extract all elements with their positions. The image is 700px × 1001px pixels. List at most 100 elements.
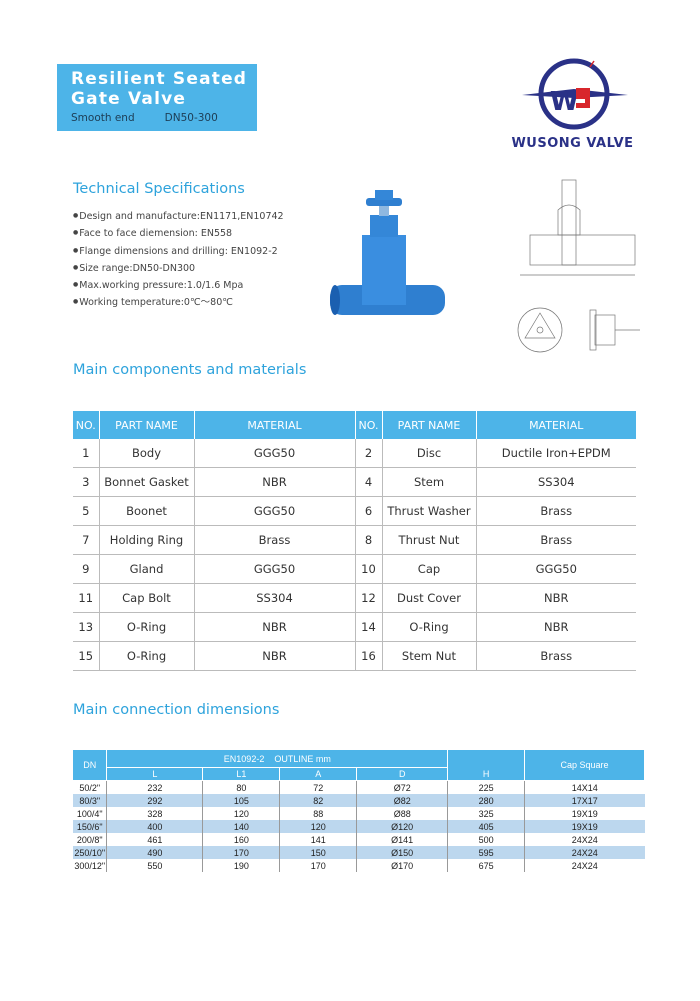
table-cell: Bonnet Gasket: [99, 467, 195, 497]
table-cell: 325: [447, 807, 526, 820]
table-row: 300/12" 550 190 170 Ø170 675 24X24: [73, 859, 645, 872]
table-cell: 100/4": [73, 807, 108, 820]
table-cell: 461: [106, 833, 204, 846]
valve-photo: [330, 190, 445, 315]
table-cell: 150/6": [73, 820, 108, 833]
table-row: 11 Cap Bolt SS304 12 Dust Cover NBR: [73, 583, 636, 613]
table-cell: Thrust Nut: [382, 525, 477, 555]
table-cell: 19X19: [571, 808, 598, 819]
col-header: MATERIAL: [476, 411, 636, 439]
table-cell: SS304: [194, 583, 356, 613]
table-cell: Ø82: [356, 794, 449, 807]
table-cell: SS304: [476, 467, 636, 497]
table-cell: 15: [73, 641, 100, 671]
col-header: NO.: [73, 411, 100, 439]
table-cell: 250/10": [73, 846, 108, 859]
table-cell: 8: [355, 525, 383, 555]
dimensions-table: DN EN1092-2 OUTLINE mm H Cap Square L L1…: [73, 750, 645, 872]
a-header: A: [279, 767, 358, 781]
table-row: 9 Gland GGG50 10 Cap GGG50: [73, 554, 636, 584]
table-cell: Cap Bolt: [99, 583, 195, 613]
table-cell: 13: [73, 612, 100, 642]
table-cell: O-Ring: [99, 612, 195, 642]
d-header: D: [356, 767, 449, 781]
table-cell: Cap: [382, 554, 477, 584]
h-header: H: [447, 750, 526, 781]
specs-list: Design and manufacture:EN1171,EN10742 Fa…: [73, 208, 284, 312]
table-cell: 24X24: [571, 860, 598, 871]
table-cell: 6: [355, 496, 383, 526]
table-cell: 9: [73, 554, 100, 584]
table-cell: Ø72: [356, 780, 449, 794]
table-cell: Ø141: [356, 833, 449, 846]
table-cell: Ø170: [356, 859, 449, 872]
table-row: 5 Boonet GGG50 6 Thrust Washer Brass: [73, 496, 636, 526]
table-cell: Brass: [476, 641, 636, 671]
table-cell: GGG50: [194, 439, 356, 468]
table-cell: 14: [355, 612, 383, 642]
table-cell: 141: [279, 833, 358, 846]
table-cell: 19X19: [524, 820, 645, 833]
table-cell: 1: [73, 439, 100, 468]
col-header: MATERIAL: [194, 411, 356, 439]
table-row: 50/2" 232 80 72 Ø72 225 14X14: [73, 780, 645, 794]
table-cell: 292: [106, 794, 204, 807]
title-line2: Gate Valve: [71, 89, 187, 109]
table-cell: 72: [279, 780, 358, 794]
subtitle-size: DN50-300: [164, 112, 218, 124]
table-cell: Brass: [476, 525, 636, 555]
table-cell: 2: [355, 439, 383, 468]
table-cell: 10: [355, 554, 383, 584]
table-cell: 170: [279, 859, 358, 872]
table-cell: 16: [355, 641, 383, 671]
table-row: 7 Holding Ring Brass 8 Thrust Nut Brass: [73, 525, 636, 555]
table-cell: Brass: [194, 525, 356, 555]
table-cell: O-Ring: [99, 641, 195, 671]
spec-item: Size range:DN50-DN300: [73, 260, 284, 277]
table-cell: 500: [447, 833, 526, 846]
table-cell: Ø120: [356, 820, 449, 833]
table-cell: 328: [106, 807, 204, 820]
table-cell: Gland: [99, 554, 195, 584]
table-cell: 80: [202, 780, 281, 794]
table-cell: 200/8": [73, 833, 108, 846]
table-cell: Ø88: [356, 807, 449, 820]
table-row: 80/3" 292 105 82 Ø82 280 17X17: [73, 794, 645, 807]
table-cell: 150: [279, 846, 358, 859]
col-header: PART NAME: [99, 411, 195, 439]
subtitle-end: Smooth end: [71, 112, 135, 124]
table-row: 13 O-Ring NBR 14 O-Ring NBR: [73, 612, 636, 642]
l-header: L: [106, 767, 204, 781]
table-cell: 120: [202, 807, 281, 820]
table-cell: 105: [202, 794, 281, 807]
subtitle: Smooth end DN50-300: [57, 112, 257, 124]
table-cell: NBR: [194, 641, 356, 671]
table-cell: 82: [279, 794, 358, 807]
spec-item: Max.working pressure:1.0/1.6 Mpa: [73, 277, 284, 294]
table-cell: 280: [447, 794, 526, 807]
table-cell: 24X24: [571, 834, 598, 845]
table-cell: Brass: [476, 496, 636, 526]
table-cell: Thrust Washer: [382, 496, 477, 526]
table-cell: Ø150: [356, 846, 449, 859]
table-cell: 405: [447, 820, 526, 833]
table-cell: Stem: [382, 467, 477, 497]
table-cell: 190: [202, 859, 281, 872]
table-cell: 595: [447, 846, 526, 859]
table-cell: NBR: [476, 583, 636, 613]
table-row: 3 Bonnet Gasket NBR 4 Stem SS304: [73, 467, 636, 497]
table-cell: 490: [106, 846, 204, 859]
table-cell: 400: [106, 820, 204, 833]
table-cell: 4: [355, 467, 383, 497]
table-row: 100/4" 328 120 88 Ø88 325 19X19: [73, 807, 645, 820]
cap-square-header: Cap Square: [524, 750, 645, 781]
table-cell: 140: [202, 820, 281, 833]
table-row: 1 Body GGG50 2 Disc Ductile Iron+EPDM: [73, 439, 636, 468]
table-row: 200/8" 461 160 141 Ø141 500 24X24: [73, 833, 645, 846]
table-cell: NBR: [476, 612, 636, 642]
specs-heading: Technical Specifications: [73, 181, 245, 197]
table-cell: 24X24: [524, 846, 645, 859]
table-row: 250/10" 490 170 150 Ø150 595 24X24: [73, 846, 645, 859]
table-cell: 7: [73, 525, 100, 555]
table-cell: 12: [355, 583, 383, 613]
